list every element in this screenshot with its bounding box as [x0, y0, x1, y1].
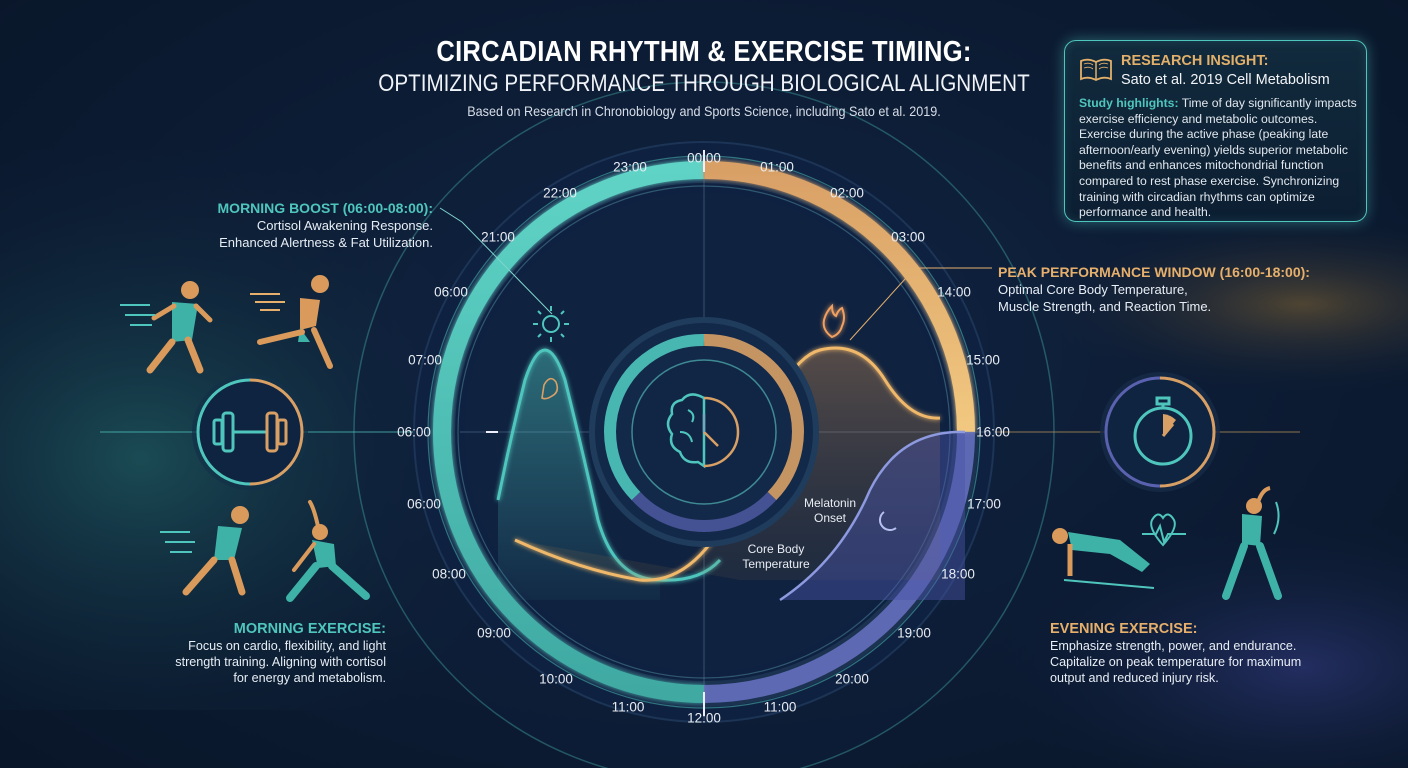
hour-label: 06:00: [434, 284, 468, 300]
moon-icon: [879, 511, 897, 531]
hour-label: 07:00: [408, 352, 442, 368]
resistance-band-plank-icon: [1052, 528, 1155, 589]
hour-label: 03:00: [891, 229, 925, 245]
insight-lead: Study highlights:: [1079, 96, 1179, 110]
morning-boost-callout: MORNING BOOST (06:00-08:00): Cortisol Aw…: [217, 200, 433, 250]
flame-icon: [822, 303, 845, 339]
hour-label: 14:00: [937, 284, 971, 300]
hour-label: 15:00: [966, 352, 1000, 368]
hour-label: 22:00: [543, 185, 577, 201]
adrenal-gland-icon: [541, 377, 559, 400]
evening-exercise-text: EVENING EXERCISE: Emphasize strength, po…: [1050, 621, 1302, 685]
hour-label: 17:00: [967, 496, 1001, 512]
insight-citation: Sato et al. 2019 Cell Metabolism: [1121, 72, 1330, 88]
yoga-stretch-icon: [286, 500, 370, 602]
hour-label: 20:00: [835, 671, 869, 687]
sprinter-icon: [160, 506, 249, 596]
stopwatch-hub[interactable]: [1100, 372, 1220, 492]
hour-label: 11:00: [611, 699, 645, 715]
side-stretch-icon: [1222, 486, 1282, 600]
sun-icon: [533, 306, 569, 342]
peak-performance-callout: PEAK PERFORMANCE WINDOW (16:00-18:00): O…: [998, 264, 1310, 314]
page-subtitle: OPTIMIZING PERFORMANCE THROUGH BIOLOGICA…: [378, 70, 1030, 97]
dumbbell-hub[interactable]: [192, 374, 308, 490]
open-book-icon: [1080, 58, 1112, 82]
runner-icon: [120, 281, 213, 374]
dumbbell-icon: [212, 411, 288, 453]
morning-figures: [120, 275, 370, 602]
hour-label: 10:00: [539, 671, 573, 687]
evening-figures: [1052, 372, 1282, 600]
hour-label: 09:00: [477, 625, 511, 641]
insight-heading: RESEARCH INSIGHT:: [1121, 53, 1269, 69]
hour-label: 11:00: [763, 699, 797, 715]
heart-rate-icon: [1142, 513, 1186, 547]
hour-label: 18:00: [941, 566, 975, 582]
hour-label: 19:00: [897, 625, 931, 641]
stopwatch-icon: [1133, 396, 1193, 466]
insight-text: Time of day significantly impacts exerci…: [1079, 96, 1357, 220]
hour-label: 06:00: [407, 496, 441, 512]
hour-label: 16:00: [976, 424, 1010, 440]
hour-label: 06:00: [397, 424, 431, 440]
morning-exercise-text: MORNING EXERCISE: Focus on cardio, flexi…: [175, 621, 386, 685]
runner-icon: [250, 275, 333, 369]
core-temperature-label: Core Body Temperature: [742, 542, 810, 571]
page-title: CIRCADIAN RHYTHM & EXERCISE TIMING:: [436, 36, 972, 68]
source-note: Based on Research in Chronobiology and S…: [467, 103, 941, 119]
brain-clock-icon: [666, 393, 740, 469]
insight-body: Study highlights: Time of day significan…: [1079, 96, 1361, 221]
melatonin-label: Melatonin Onset: [803, 496, 857, 525]
hour-label: 00:00: [687, 150, 721, 166]
research-insight-card: RESEARCH INSIGHT: Sato et al. 2019 Cell …: [1064, 40, 1367, 222]
hour-label: 01:00: [760, 159, 794, 175]
hour-label: 23:00: [613, 159, 647, 175]
hour-label: 08:00: [432, 566, 466, 582]
hour-label: 21:00: [481, 229, 515, 245]
hour-label: 12:00: [687, 710, 721, 726]
hour-label: 02:00: [830, 185, 864, 201]
